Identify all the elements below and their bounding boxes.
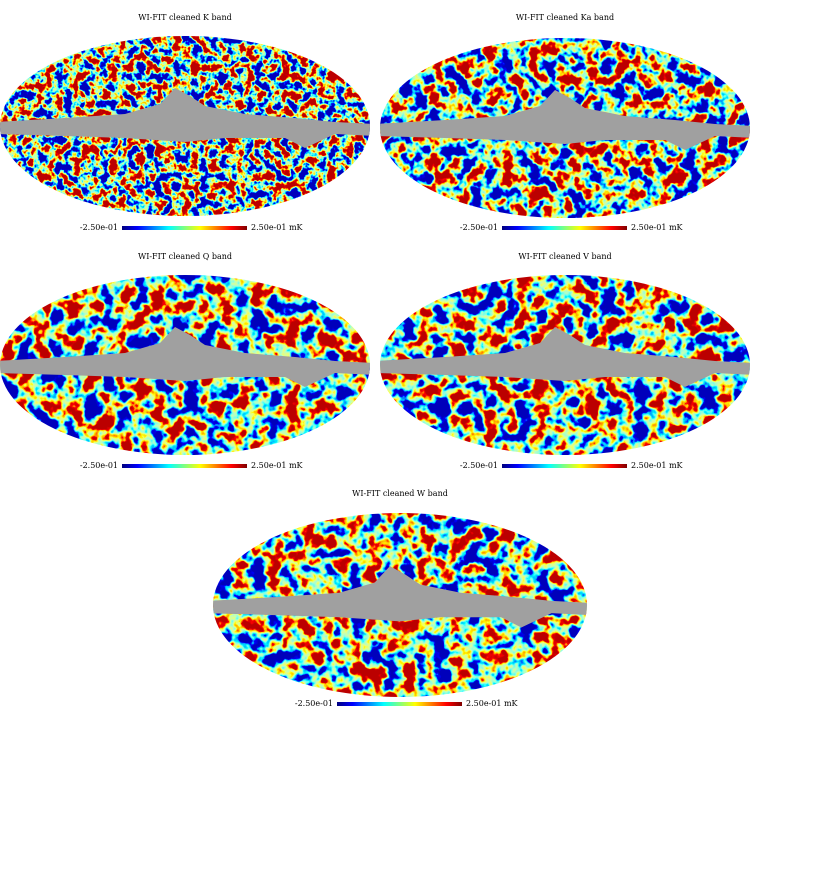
colorbar-min-label: -2.50e-01 [80, 461, 118, 470]
galactic-mask [380, 90, 750, 150]
galactic-mask [0, 88, 370, 148]
panel-title: WI-FIT cleaned Q band [138, 252, 232, 261]
colorbar-max-label: 2.50e-01 mK [631, 461, 684, 470]
colorbar-min-label: -2.50e-01 [460, 223, 498, 232]
galactic-mask [213, 566, 587, 628]
galactic-mask [380, 327, 750, 387]
colorbar-min-label: -2.50e-01 [80, 223, 118, 232]
sky-map [0, 275, 370, 455]
colorbar [122, 226, 247, 230]
panel-title: WI-FIT cleaned V band [518, 252, 611, 261]
colorbar-max-label: 2.50e-01 mK [251, 461, 304, 470]
colorbar-max-label: 2.50e-01 mK [466, 699, 519, 708]
sky-map [380, 38, 750, 218]
colorbar-min-label: -2.50e-01 [460, 461, 498, 470]
colorbar [502, 226, 627, 230]
colorbar [122, 464, 247, 468]
panel-title: WI-FIT cleaned W band [352, 489, 448, 498]
panel-title: WI-FIT cleaned Ka band [516, 13, 614, 22]
galactic-mask [0, 327, 370, 387]
sky-map [0, 36, 370, 216]
colorbar-min-label: -2.50e-01 [295, 699, 333, 708]
colorbar [337, 702, 462, 706]
colorbar [502, 464, 627, 468]
colorbar-max-label: 2.50e-01 mK [251, 223, 304, 232]
panel-title: WI-FIT cleaned K band [138, 13, 231, 22]
sky-map [380, 275, 750, 455]
colorbar-max-label: 2.50e-01 mK [631, 223, 684, 232]
sky-map [213, 513, 587, 697]
